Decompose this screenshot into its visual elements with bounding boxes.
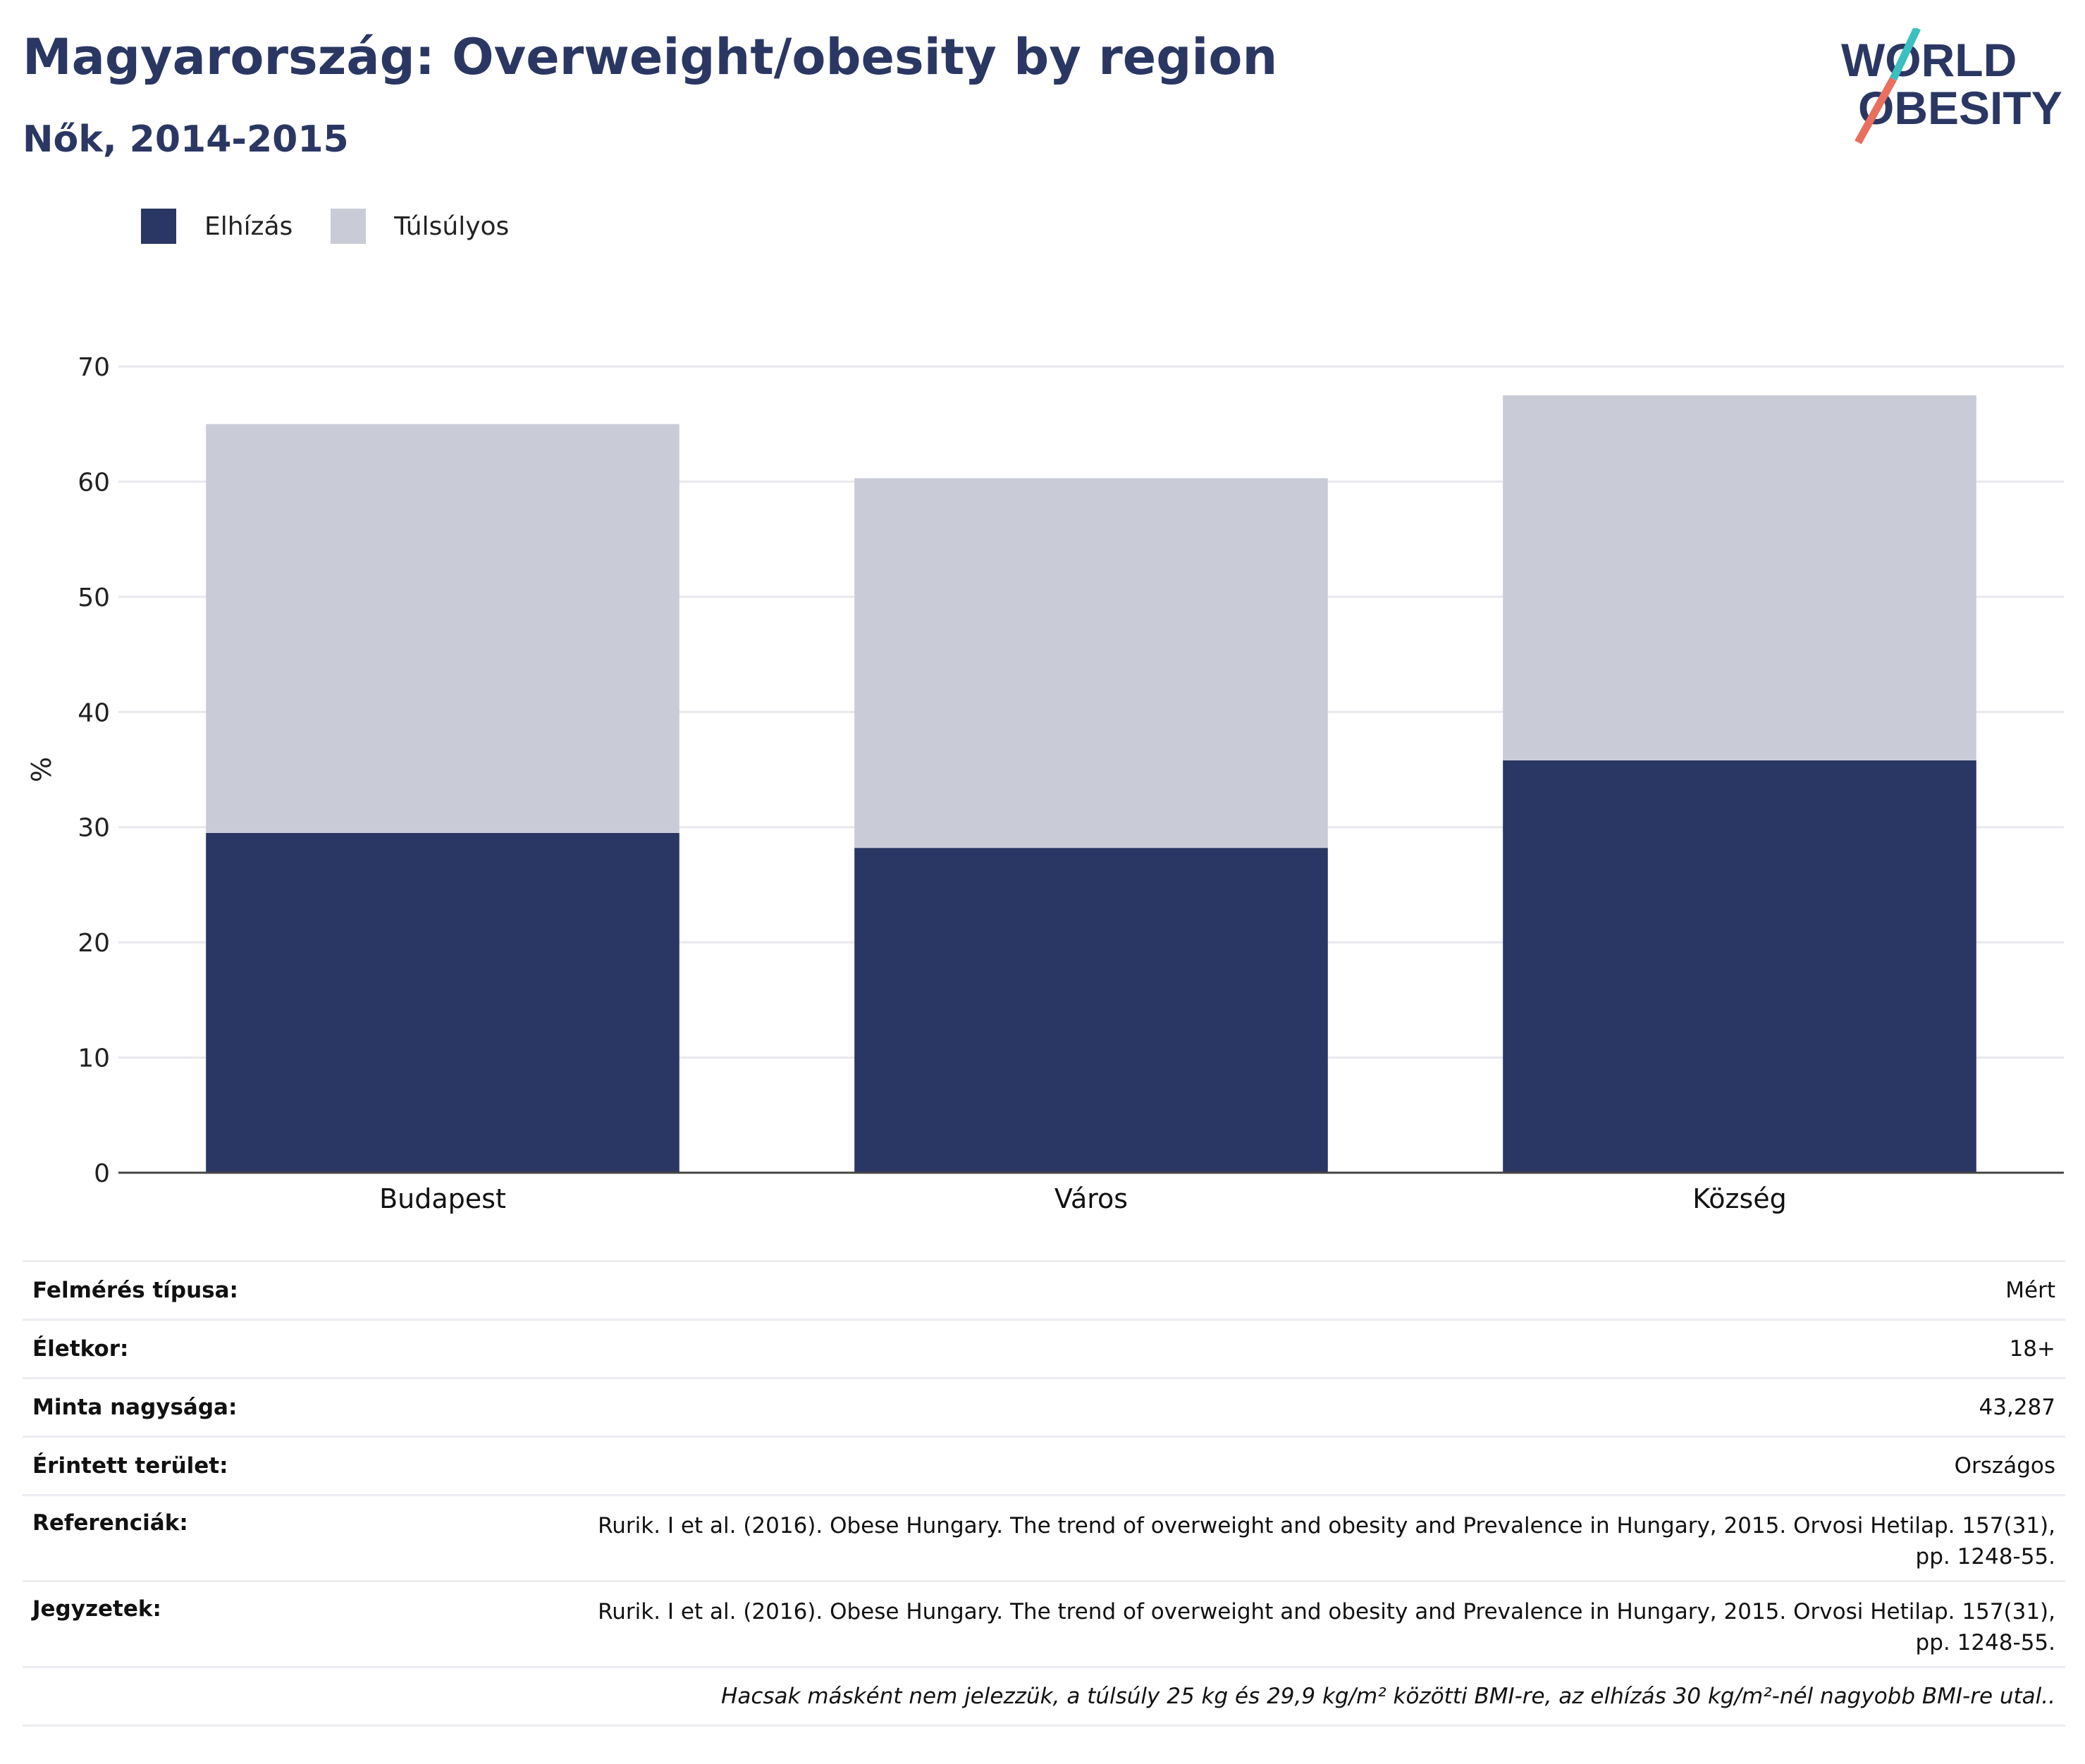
logo-line2: OBESITY xyxy=(1858,82,2062,134)
meta-label: Életkor: xyxy=(32,1336,129,1362)
meta-value: Rurik. I et al. (2016). Obese Hungary. T… xyxy=(598,1513,2055,1569)
chart-legend: Elhízás Túlsúlyos xyxy=(141,209,547,244)
chart-title: Magyarország: Overweight/obesity by regi… xyxy=(23,28,1278,86)
legend-swatch-overweight xyxy=(331,209,367,244)
logo-slash-teal xyxy=(1890,28,1921,81)
meta-row-references: Referenciák: Rurik. I et al. (2016). Obe… xyxy=(23,1494,2065,1580)
meta-label: Érintett terület: xyxy=(32,1453,228,1479)
y-axis-label: % xyxy=(26,757,57,782)
footnote-text: Hacsak másként nem jelezzük, a túlsúly 2… xyxy=(721,1684,2055,1709)
chart-subtitle: Nők, 2014-2015 xyxy=(23,118,349,161)
meta-row-sample-size: Minta nagysága: 43,287 xyxy=(23,1377,2065,1436)
y-tick-label: 20 xyxy=(78,929,110,958)
legend-label-obesity: Elhízás xyxy=(204,211,293,241)
bar-obesity xyxy=(206,832,679,1173)
legend-swatch-obesity xyxy=(141,209,176,244)
meta-value: 18+ xyxy=(2009,1336,2055,1362)
legend-item-obesity[interactable]: Elhízás xyxy=(141,209,293,244)
meta-row-survey-type: Felmérés típusa: Mért xyxy=(23,1260,2065,1319)
y-tick-label: 10 xyxy=(78,1044,110,1073)
meta-value: Rurik. I et al. (2016). Obese Hungary. T… xyxy=(598,1599,2055,1655)
meta-row-age: Életkor: 18+ xyxy=(23,1319,2065,1377)
world-obesity-logo: WORLD OBESITY xyxy=(1841,28,2062,144)
meta-value: Országos xyxy=(1954,1453,2055,1479)
y-tick-label: 40 xyxy=(78,698,110,727)
meta-label: Minta nagysága: xyxy=(32,1395,238,1420)
metadata-table: Felmérés típusa: Mért Életkor: 18+ Minta… xyxy=(23,1260,2065,1727)
bar-overweight xyxy=(854,478,1328,849)
legend-item-overweight[interactable]: Túlsúlyos xyxy=(331,209,509,244)
y-tick-label: 50 xyxy=(78,584,110,612)
legend-label-overweight: Túlsúlyos xyxy=(394,211,510,241)
y-tick-label: 30 xyxy=(78,814,110,843)
meta-value: Mért xyxy=(2005,1278,2055,1303)
y-tick-label: 0 xyxy=(94,1159,110,1188)
logo-slash-coral xyxy=(1855,77,1897,144)
x-tick-label: Község xyxy=(1692,1183,1787,1214)
x-tick-label: Város xyxy=(1054,1183,1128,1214)
y-tick-label: 60 xyxy=(78,468,110,497)
bar-obesity xyxy=(854,848,1328,1173)
stacked-bar-chart: 0 10 20 30 40 50 60 70% Budapest Város Község xyxy=(26,353,2064,1214)
meta-value: 43,287 xyxy=(1979,1395,2055,1420)
meta-row-notes: Jegyzetek: Rurik. I et al. (2016). Obese… xyxy=(23,1580,2065,1666)
bar-overweight xyxy=(1503,395,1976,760)
logo-line1: WORLD xyxy=(1841,34,2017,86)
meta-label: Referenciák: xyxy=(32,1510,188,1536)
meta-footnote: Hacsak másként nem jelezzük, a túlsúly 2… xyxy=(23,1666,2065,1727)
x-tick-label: Budapest xyxy=(379,1183,506,1214)
bar-obesity xyxy=(1503,760,1976,1173)
meta-row-area: Érintett terület: Országos xyxy=(23,1436,2065,1494)
meta-label: Jegyzetek: xyxy=(32,1596,161,1622)
bar-overweight xyxy=(206,424,679,833)
y-tick-label: 70 xyxy=(78,353,110,382)
meta-label: Felmérés típusa: xyxy=(32,1278,238,1303)
